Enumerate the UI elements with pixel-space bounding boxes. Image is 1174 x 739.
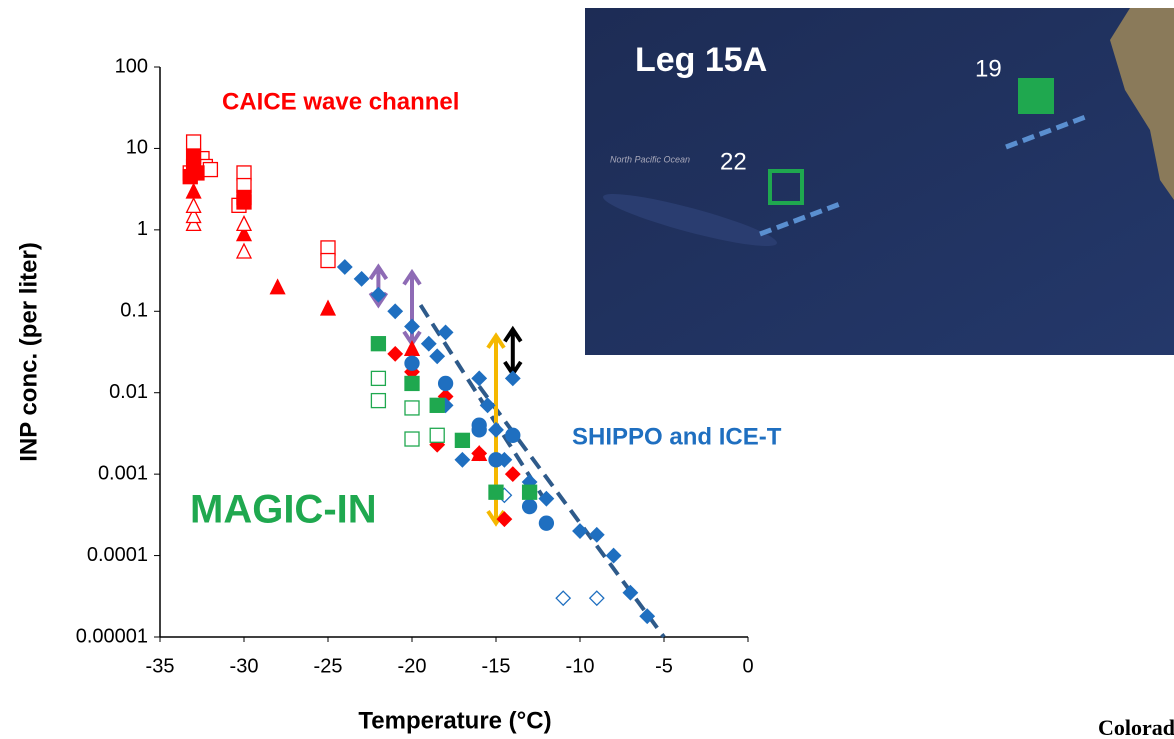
marker-square (237, 166, 251, 180)
marker-diamond (472, 371, 486, 385)
marker-square (455, 433, 469, 447)
marker-circle (523, 500, 537, 514)
marker-square (190, 166, 204, 180)
y-tick-label: 100 (115, 55, 148, 77)
range-arrow (505, 329, 521, 374)
marker-diamond (405, 320, 419, 334)
marker-triangle (187, 198, 201, 212)
y-axis-label: INP conc. (per liter) (15, 242, 42, 462)
marker-square (321, 241, 335, 255)
marker-square (405, 376, 419, 390)
y-tick-label: 0.0001 (87, 544, 148, 566)
x-tick-label: -30 (230, 655, 259, 677)
y-tick-label: 0.1 (120, 300, 148, 322)
x-tick-label: -20 (398, 655, 427, 677)
marker-diamond (556, 591, 570, 605)
x-axis-label: Temperature (°C) (358, 707, 551, 734)
marker-diamond (439, 325, 453, 339)
chart: Leg 15A 19 22 North Pacific Ocean Temper… (0, 0, 1174, 739)
marker-diamond (489, 423, 503, 437)
marker-square (405, 401, 419, 415)
map-site (1018, 78, 1054, 114)
marker-diamond (430, 349, 444, 363)
marker-square (430, 398, 444, 412)
map-label: 22 (720, 148, 747, 175)
x-tick-label: -5 (655, 655, 673, 677)
marker-square (371, 394, 385, 408)
marker-diamond (338, 260, 352, 274)
y-tick-label: 0.001 (98, 462, 148, 484)
annotation: SHIPPO and ICE-T (572, 423, 782, 450)
x-tick-label: -15 (482, 655, 511, 677)
marker-diamond (455, 453, 469, 467)
marker-square (489, 485, 503, 499)
marker-diamond (355, 272, 369, 286)
marker-square (203, 163, 217, 177)
y-tick-label: 0.00001 (76, 625, 148, 647)
x-tick-label: -25 (314, 655, 343, 677)
marker-circle (439, 376, 453, 390)
marker-square (321, 254, 335, 268)
y-tick-label: 0.01 (109, 381, 148, 403)
annotation: CAICE wave channel (222, 88, 459, 115)
marker-square (430, 428, 444, 442)
page: {"chart_data": { "type": "scatter", "xla… (0, 0, 1174, 739)
marker-diamond (422, 337, 436, 351)
marker-triangle (321, 301, 335, 315)
marker-triangle (271, 280, 285, 294)
marker-square (371, 337, 385, 351)
marker-circle (506, 428, 520, 442)
marker-square (405, 432, 419, 446)
marker-circle (472, 423, 486, 437)
annotation: MAGIC-IN (190, 488, 377, 532)
marker-triangle (237, 244, 251, 258)
marker-diamond (506, 467, 520, 481)
marker-diamond (590, 591, 604, 605)
marker-triangle (405, 341, 419, 355)
x-tick-label: -35 (146, 655, 175, 677)
marker-diamond (506, 371, 520, 385)
marker-square (371, 371, 385, 385)
map-inset: Leg 15A 19 22 North Pacific Ocean (585, 8, 1174, 355)
y-tick-label: 1 (137, 218, 148, 240)
marker-square (523, 485, 537, 499)
marker-diamond (607, 549, 621, 563)
marker-circle (405, 356, 419, 370)
marker-diamond (590, 528, 604, 542)
footer-logo: Colorad (1098, 715, 1174, 739)
marker-square (237, 195, 251, 209)
marker-triangle (237, 216, 251, 230)
x-tick-label: -10 (566, 655, 595, 677)
x-tick-label: 0 (742, 655, 753, 677)
y-tick-label: 10 (126, 137, 148, 159)
marker-square (187, 135, 201, 149)
map-title: Leg 15A (635, 41, 767, 79)
marker-circle (489, 453, 503, 467)
marker-diamond (388, 347, 402, 361)
marker-triangle (187, 184, 201, 198)
marker-diamond (497, 512, 511, 526)
marker-diamond (573, 524, 587, 538)
marker-circle (539, 516, 553, 530)
map-ocean-label: North Pacific Ocean (610, 154, 690, 164)
map-label: 19 (975, 55, 1002, 82)
marker-diamond (388, 304, 402, 318)
